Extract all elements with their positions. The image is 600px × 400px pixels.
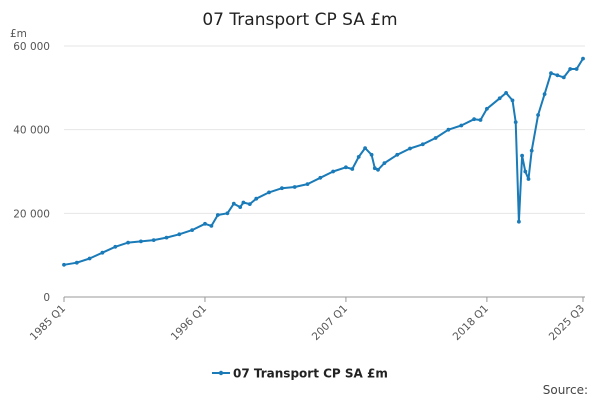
data-point[interactable]: [100, 250, 105, 255]
data-point[interactable]: [87, 256, 92, 261]
data-point[interactable]: [395, 152, 400, 157]
data-point[interactable]: [225, 211, 230, 216]
data-point[interactable]: [555, 73, 560, 78]
data-point[interactable]: [292, 185, 297, 189]
data-point[interactable]: [209, 224, 214, 228]
data-point[interactable]: [203, 221, 207, 226]
data-point[interactable]: [459, 123, 464, 128]
data-point[interactable]: [280, 186, 284, 191]
gridlines: [64, 45, 585, 214]
data-point[interactable]: [254, 196, 259, 201]
y-tick-label: 40 000: [13, 125, 50, 137]
data-point[interactable]: [164, 235, 169, 240]
data-point[interactable]: [382, 161, 387, 166]
data-point[interactable]: [151, 238, 156, 243]
data-point[interactable]: [62, 262, 66, 267]
series-group: [62, 56, 585, 267]
chart-title: 07 Transport CP SA £m: [202, 10, 397, 30]
data-point[interactable]: [74, 260, 79, 265]
data-point[interactable]: [238, 205, 243, 210]
data-point[interactable]: [350, 167, 355, 171]
data-point[interactable]: [568, 67, 573, 71]
data-point[interactable]: [420, 142, 425, 147]
data-point[interactable]: [331, 169, 335, 174]
data-point[interactable]: [517, 219, 521, 224]
data-point[interactable]: [561, 75, 566, 80]
x-tick-label: 2007 Q1: [310, 303, 350, 343]
data-point[interactable]: [113, 244, 118, 249]
data-point[interactable]: [526, 177, 531, 181]
data-point[interactable]: [472, 117, 476, 122]
x-tick-label: 2025 Q3: [547, 303, 587, 343]
data-point[interactable]: [536, 113, 540, 117]
data-point[interactable]: [241, 200, 246, 205]
data-point[interactable]: [267, 190, 271, 195]
y-axis-tick-labels: 0 20 000 40 000 60 000: [13, 41, 50, 304]
data-point[interactable]: [344, 165, 348, 170]
data-point[interactable]: [363, 146, 367, 151]
data-point[interactable]: [126, 240, 130, 245]
data-point[interactable]: [446, 127, 451, 132]
data-point[interactable]: [318, 175, 323, 180]
y-tick-label: 0: [43, 292, 50, 304]
x-axis-ticks: 1985 Q1 1996 Q1 2007 Q1 2018 Q1 2025 Q3: [28, 297, 587, 343]
y-axis-unit-label: £m: [10, 28, 27, 40]
data-point[interactable]: [574, 67, 579, 71]
legend[interactable]: 07 Transport CP SA £m: [212, 367, 388, 381]
data-point[interactable]: [305, 182, 310, 187]
data-point[interactable]: [408, 146, 412, 151]
x-tick-label: 1985 Q1: [28, 303, 68, 343]
y-tick-label: 20 000: [13, 208, 50, 220]
data-point[interactable]: [542, 92, 547, 96]
data-point[interactable]: [139, 239, 143, 244]
data-point[interactable]: [513, 120, 518, 124]
data-point[interactable]: [376, 167, 380, 172]
data-point[interactable]: [523, 169, 528, 174]
y-tick-label: 60 000: [13, 41, 50, 53]
data-point[interactable]: [231, 201, 236, 206]
data-point[interactable]: [485, 106, 489, 111]
data-point[interactable]: [247, 202, 252, 207]
legend-label[interactable]: 07 Transport CP SA £m: [233, 367, 388, 381]
data-point[interactable]: [369, 152, 374, 157]
data-point[interactable]: [520, 153, 524, 158]
data-point[interactable]: [190, 228, 195, 233]
data-point[interactable]: [215, 213, 220, 217]
series-line: [63, 58, 584, 266]
data-point[interactable]: [497, 96, 502, 101]
data-point[interactable]: [356, 155, 361, 159]
data-point[interactable]: [529, 148, 534, 153]
data-point[interactable]: [177, 232, 182, 237]
data-point[interactable]: [478, 118, 483, 122]
data-point[interactable]: [581, 56, 585, 61]
source-credit[interactable]: Source:: [543, 383, 588, 397]
data-point[interactable]: [504, 91, 508, 95]
x-tick-label: 2018 Q1: [451, 303, 491, 343]
legend-marker-symbol: [218, 370, 224, 376]
data-point[interactable]: [549, 71, 553, 76]
data-point[interactable]: [510, 98, 515, 103]
data-point[interactable]: [372, 166, 377, 171]
data-point[interactable]: [433, 136, 438, 140]
x-tick-label: 1996 Q1: [169, 303, 209, 343]
